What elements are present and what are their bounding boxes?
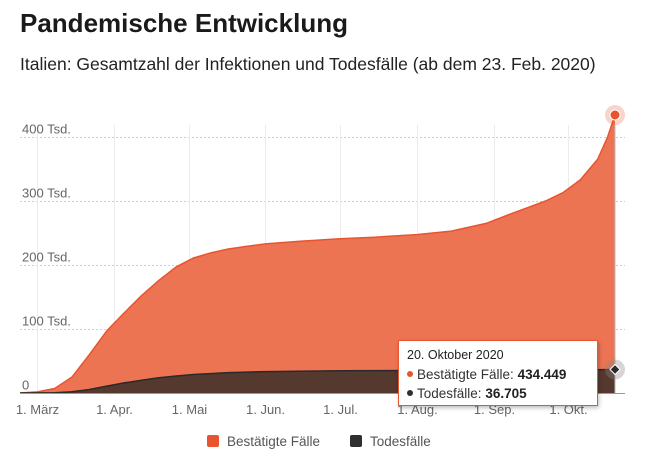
x-tick-label: 1. März — [16, 402, 59, 417]
x-tick-label: 1. Apr. — [96, 402, 133, 417]
deaths-dot-icon — [407, 390, 413, 397]
tooltip-deaths-label: Todesfälle: — [417, 386, 482, 401]
legend-confirmed-label: Bestätigte Fälle — [227, 434, 321, 449]
confirmed-highlight-point — [609, 109, 621, 121]
deaths-highlight-point — [609, 363, 621, 376]
legend-item-deaths[interactable]: Todesfälle — [350, 434, 431, 449]
confirmed-line — [19, 114, 616, 394]
y-tick-label: 100 Tsd. — [22, 314, 71, 329]
legend-deaths-label: Todesfälle — [370, 434, 431, 449]
x-tick-label: 1. Jun. — [246, 402, 285, 417]
tooltip-deaths-value: 36.705 — [485, 386, 527, 401]
y-tick-label: 300 Tsd. — [22, 186, 71, 201]
confirmed-dot-icon — [407, 371, 413, 378]
tooltip-deaths-row: Todesfälle: 36.705 — [407, 384, 589, 403]
page-title: Pandemische Entwicklung — [20, 8, 348, 38]
chart-subtitle: Italien: Gesamtzahl der Infektionen und … — [20, 54, 596, 74]
highlight-markers[interactable] — [605, 105, 625, 393]
y-tick-label: 400 Tsd. — [22, 122, 71, 137]
tooltip-confirmed-value: 434.449 — [517, 367, 567, 382]
tooltip-confirmed-row: Bestätigte Fälle: 434.449 — [407, 365, 589, 384]
y-tick-label: 0 — [22, 378, 29, 393]
confirmed-swatch-icon — [207, 435, 219, 448]
deaths-swatch-icon — [350, 435, 362, 448]
legend-item-confirmed[interactable]: Bestätigte Fälle — [207, 434, 320, 449]
chart-tooltip: 20. Oktober 2020 Bestätigte Fälle: 434.4… — [398, 340, 598, 406]
tooltip-date: 20. Oktober 2020 — [407, 348, 504, 362]
x-tick-label: 1. Mai — [172, 402, 208, 417]
tooltip-confirmed-label: Bestätigte Fälle: — [417, 367, 514, 382]
y-tick-label: 200 Tsd. — [22, 250, 71, 265]
x-tick-label: 1. Jul. — [323, 402, 358, 417]
confirmed-area — [20, 115, 615, 393]
axis-labels: 0 100 Tsd. 200 Tsd. 300 Tsd. 400 Tsd. 1. März… — [16, 122, 588, 418]
